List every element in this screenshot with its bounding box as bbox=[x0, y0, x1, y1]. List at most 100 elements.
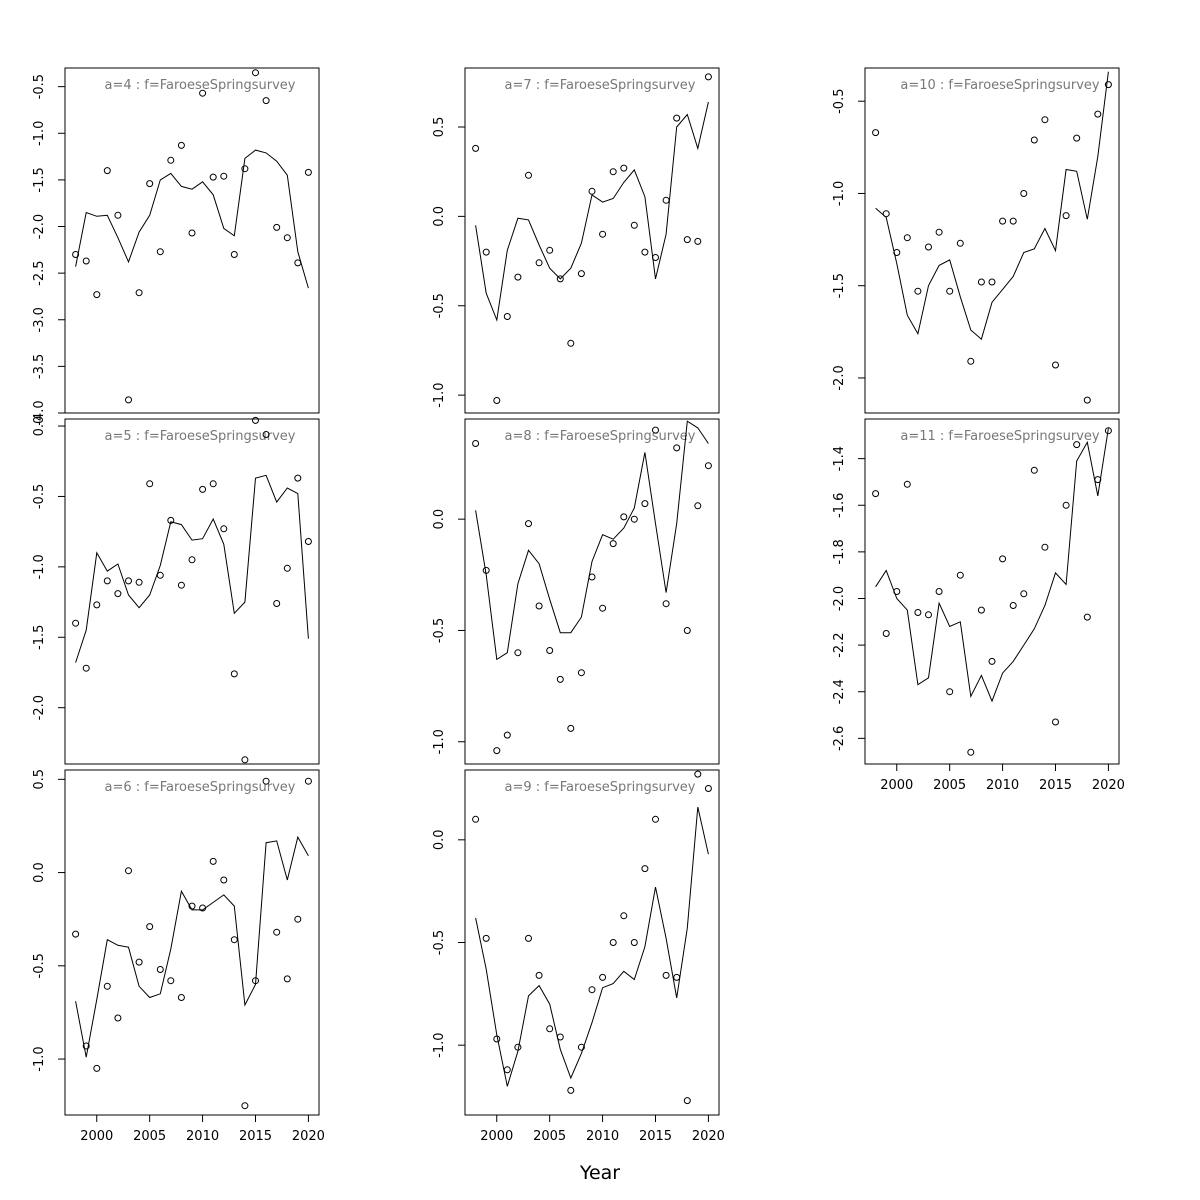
observed-point bbox=[577, 669, 585, 677]
observed-point bbox=[262, 431, 270, 438]
panel-2: a=5 : f=FaroeseSpringsurvey -2.0 -1.5 -1.0 -… bbox=[32, 416, 320, 765]
observed-point bbox=[114, 590, 122, 598]
observed-point bbox=[1104, 427, 1112, 435]
observed-point bbox=[82, 1042, 90, 1050]
observed-point bbox=[220, 172, 228, 180]
y-tick-label: -1.5 bbox=[32, 625, 47, 650]
panel-frame bbox=[864, 418, 1120, 765]
observed-point bbox=[472, 144, 480, 152]
y-tick-label: -0.5 bbox=[32, 953, 47, 978]
observed-point bbox=[188, 902, 196, 910]
y-tick-label: 0.0 bbox=[432, 829, 447, 850]
panel-3: a=6 : f=FaroeseSpringsurvey -1.0 -0.5 0.0 0.… bbox=[32, 769, 325, 1144]
panel-frame bbox=[464, 418, 720, 765]
observed-point bbox=[872, 490, 880, 498]
panel-4: a=7 : f=FaroeseSpringsurvey -1.0 -0.5 0.0 0.… bbox=[432, 67, 720, 414]
observed-point bbox=[999, 217, 1007, 225]
observed-point bbox=[273, 928, 281, 936]
x-tick-label: 2005 bbox=[133, 1129, 166, 1144]
observed-point bbox=[925, 611, 932, 619]
observed-point bbox=[620, 513, 628, 521]
observed-point bbox=[125, 396, 132, 404]
panel-8: a=11 : f=FaroeseSpringsurvey -2.6 -2.4 -2.2… bbox=[832, 418, 1125, 793]
observed-point bbox=[493, 747, 501, 755]
observed-point bbox=[567, 724, 575, 732]
observed-point bbox=[641, 500, 649, 508]
observed-point bbox=[1083, 613, 1091, 621]
observed-point bbox=[304, 777, 312, 785]
panel-frame bbox=[64, 418, 320, 765]
observed-point bbox=[652, 815, 659, 823]
panel-title: a=10 : f=FaroeseSpringsurvey bbox=[900, 78, 1100, 93]
observed-point bbox=[241, 756, 249, 764]
observed-point bbox=[72, 251, 80, 258]
observed-point bbox=[472, 815, 480, 823]
observed-point bbox=[535, 259, 543, 267]
observed-point bbox=[577, 1043, 585, 1051]
observed-point bbox=[72, 930, 80, 938]
observed-point bbox=[82, 664, 90, 672]
y-tick-label: -3.0 bbox=[32, 307, 47, 332]
x-tick-label: 2020 bbox=[1092, 778, 1125, 793]
observed-point bbox=[1020, 190, 1028, 197]
observed-point bbox=[588, 986, 596, 994]
observed-point bbox=[135, 958, 143, 966]
panel-title: a=9 : f=FaroeseSpringsurvey bbox=[505, 780, 696, 795]
x-tick-label: 2000 bbox=[80, 1129, 113, 1144]
observed-point bbox=[503, 1066, 511, 1074]
observed-point bbox=[903, 234, 911, 242]
observed-point bbox=[683, 236, 691, 244]
y-tick-label: -0.5 bbox=[432, 930, 447, 955]
observed-point bbox=[567, 1086, 575, 1094]
observed-point bbox=[956, 571, 964, 579]
x-tick-label: 2015 bbox=[1039, 778, 1072, 793]
observed-point bbox=[683, 627, 691, 634]
observed-point bbox=[220, 525, 228, 533]
observed-point bbox=[577, 270, 585, 278]
observed-point bbox=[1009, 217, 1017, 225]
x-tick-label: 2015 bbox=[639, 1129, 672, 1144]
fitted-line bbox=[875, 71, 1109, 341]
observed-point bbox=[662, 196, 670, 204]
fitted-line bbox=[75, 474, 309, 663]
y-tick-label: -1.0 bbox=[432, 729, 447, 754]
y-tick-label: 0.5 bbox=[32, 769, 47, 790]
observed-point bbox=[599, 604, 607, 612]
y-tick-label: -2.4 bbox=[832, 679, 847, 704]
observed-point bbox=[188, 556, 196, 564]
fitted-line bbox=[475, 806, 709, 1087]
observed-point bbox=[230, 251, 238, 258]
observed-point bbox=[472, 440, 480, 447]
panel-7: a=10 : f=FaroeseSpringsurvey -2.0 -1.5 -1.0… bbox=[832, 67, 1120, 414]
observed-point bbox=[1073, 134, 1081, 142]
observed-point bbox=[620, 164, 628, 172]
panel-frame bbox=[864, 67, 1120, 414]
y-tick-label: 0.0 bbox=[32, 416, 47, 437]
observed-point bbox=[1062, 212, 1070, 220]
panel-title: a=4 : f=FaroeseSpringsurvey bbox=[105, 78, 296, 93]
y-tick-label: -2.0 bbox=[32, 695, 47, 720]
observed-point bbox=[556, 675, 564, 683]
observed-point bbox=[252, 416, 259, 424]
observed-point bbox=[967, 748, 975, 756]
observed-point bbox=[209, 480, 217, 488]
observed-point bbox=[103, 577, 111, 585]
observed-point bbox=[199, 485, 207, 493]
observed-point bbox=[525, 934, 532, 942]
observed-point bbox=[156, 966, 164, 973]
observed-point bbox=[893, 249, 901, 256]
observed-point bbox=[567, 339, 575, 347]
y-tick-label: -0.5 bbox=[32, 484, 47, 509]
y-tick-label: -1.0 bbox=[432, 1032, 447, 1057]
observed-point bbox=[673, 444, 681, 452]
y-tick-label: -0.5 bbox=[432, 618, 447, 643]
x-tick-label: 2010 bbox=[586, 1129, 619, 1144]
observed-point bbox=[72, 619, 80, 627]
y-tick-label: -2.0 bbox=[832, 586, 847, 611]
observed-point bbox=[999, 555, 1007, 563]
observed-point bbox=[1030, 136, 1038, 144]
observed-point bbox=[125, 577, 132, 585]
y-tick-label: 0.5 bbox=[432, 117, 447, 138]
observed-point bbox=[1052, 361, 1059, 369]
observed-point bbox=[304, 538, 312, 545]
